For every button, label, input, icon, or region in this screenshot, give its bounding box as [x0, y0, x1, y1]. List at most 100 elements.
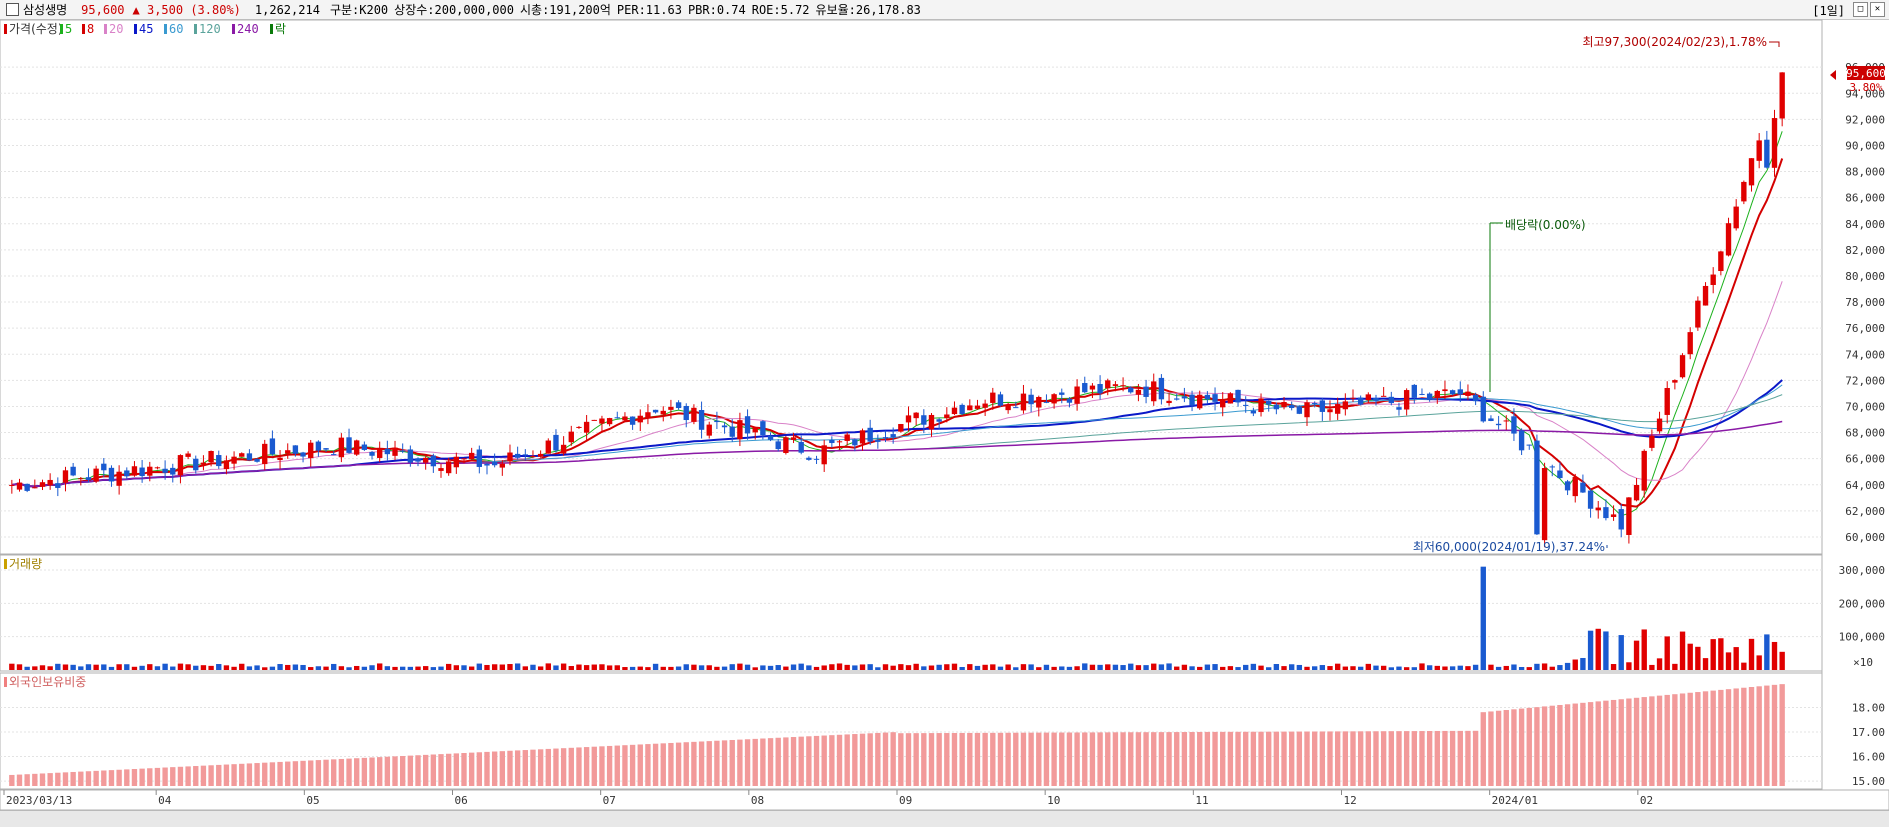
- candle: [1128, 387, 1134, 393]
- current-price: 95,600: [81, 2, 125, 17]
- foreign-bar: [729, 739, 735, 786]
- candle: [124, 470, 130, 477]
- foreign-bar: [1380, 731, 1387, 786]
- last-price-tag: 95,600: [1846, 67, 1886, 80]
- candle: [239, 453, 245, 457]
- foreign-bar: [9, 774, 15, 786]
- candle: [1220, 399, 1226, 408]
- volume-bar: [537, 666, 544, 670]
- candle: [729, 426, 735, 437]
- candle: [1365, 394, 1372, 401]
- close-icon[interactable]: ✕: [1870, 2, 1885, 17]
- candle: [1472, 394, 1479, 402]
- candle: [767, 435, 774, 440]
- foreign-bar: [1020, 732, 1027, 786]
- volume-panel: [0, 554, 1823, 672]
- stock-name: 삼성생명: [23, 3, 68, 17]
- volume-bar: [154, 666, 161, 670]
- candle: [1733, 206, 1739, 229]
- volume-bar: [1702, 658, 1709, 670]
- candle: [752, 426, 758, 433]
- volume-bar: [147, 664, 153, 670]
- foreign-bar: [39, 773, 46, 786]
- scrollbar[interactable]: [0, 810, 1889, 827]
- price-tick: 80,000: [1845, 270, 1885, 283]
- volume-bar: [1449, 666, 1456, 670]
- candle: [568, 431, 574, 443]
- volume-bar: [1403, 667, 1410, 670]
- foreign-bar: [959, 732, 965, 786]
- volume-bar: [461, 665, 467, 670]
- candle: [698, 410, 705, 430]
- foreign-bar: [438, 754, 444, 786]
- foreign-bar: [400, 755, 406, 786]
- candle: [905, 415, 912, 423]
- candle: [1488, 418, 1494, 421]
- foreign-bar: [1733, 688, 1739, 786]
- candle: [1082, 383, 1088, 393]
- candle: [1718, 251, 1724, 272]
- foreign-tick: 18.00: [1852, 701, 1885, 714]
- foreign-bar: [499, 751, 505, 786]
- candle: [1051, 394, 1057, 404]
- foreign-bar: [1411, 731, 1417, 786]
- candle: [583, 421, 590, 433]
- foreign-bar: [315, 760, 322, 786]
- volume-bar: [637, 666, 643, 670]
- foreign-bar: [331, 759, 337, 786]
- foreign-bar: [737, 739, 743, 786]
- x-tick: 2024/01: [1492, 794, 1538, 807]
- volume-bar: [1741, 662, 1747, 670]
- candle: [1687, 332, 1693, 355]
- volume-bar: [698, 665, 705, 670]
- foreign-bar: [1158, 732, 1165, 786]
- foreign-bar: [1097, 732, 1103, 786]
- volume-bar: [315, 666, 322, 670]
- candle: [1526, 444, 1532, 446]
- legend-swatch: [164, 24, 167, 34]
- candle: [1626, 497, 1632, 535]
- candle: [491, 462, 498, 466]
- price-tick: 92,000: [1845, 113, 1885, 126]
- foreign-bar: [323, 759, 329, 786]
- stock-icon[interactable]: [6, 3, 19, 16]
- candle: [967, 405, 973, 411]
- foreign-bar: [55, 772, 61, 786]
- period-selector[interactable]: [1일]: [1812, 4, 1845, 18]
- candle: [675, 402, 682, 409]
- volume-bar: [898, 664, 904, 670]
- foreign-bar: [392, 756, 398, 786]
- foreign-bar: [675, 742, 682, 786]
- foreign-bar: [246, 763, 253, 786]
- legend-swatch: [194, 24, 197, 34]
- foreign-bar: [698, 741, 705, 786]
- candle: [1151, 381, 1157, 402]
- volume-tick: 300,000: [1839, 564, 1885, 577]
- foreign-bar: [1227, 731, 1234, 786]
- volume-bar: [1603, 631, 1609, 670]
- volume-bar: [1488, 664, 1494, 670]
- maximize-icon[interactable]: □: [1853, 2, 1868, 17]
- foreign-bar: [1710, 690, 1716, 786]
- foreign-bar: [292, 761, 299, 786]
- candle: [760, 421, 766, 436]
- volume-bar: [70, 664, 76, 670]
- candle: [154, 467, 161, 469]
- volume-bar: [1289, 664, 1295, 670]
- volume-bar: [852, 665, 858, 670]
- candle: [1557, 470, 1563, 479]
- volume-bar: [545, 663, 551, 670]
- candle: [1541, 468, 1548, 541]
- volume-bar: [1059, 666, 1065, 670]
- volume-bar: [1511, 664, 1517, 670]
- volume-bar: [606, 665, 613, 670]
- volume-bar: [1373, 665, 1379, 670]
- volume-bar: [185, 664, 191, 670]
- candle: [445, 461, 452, 474]
- x-tick: 08: [751, 794, 764, 807]
- volume-bar: [254, 665, 260, 670]
- foreign-bar: [1664, 694, 1670, 786]
- volume-bar: [1580, 657, 1586, 670]
- volume-bar: [1082, 663, 1088, 670]
